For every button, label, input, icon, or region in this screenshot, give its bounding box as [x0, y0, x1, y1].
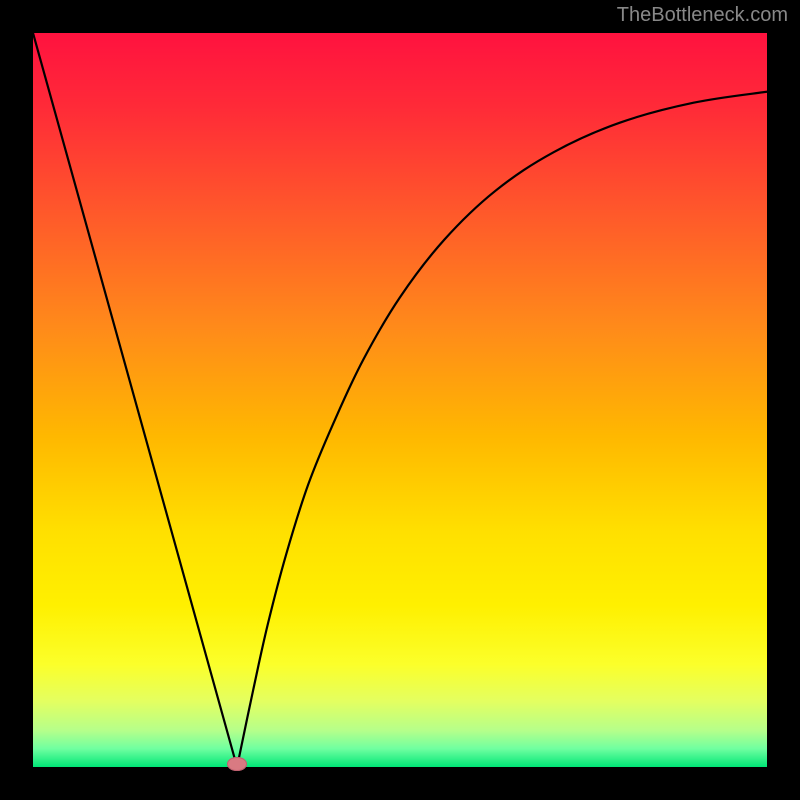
- plot-area: [33, 33, 767, 767]
- attribution-text: TheBottleneck.com: [617, 4, 788, 27]
- optimum-marker: [227, 757, 248, 772]
- gradient-background: [33, 33, 767, 767]
- chart-container: { "attribution": "TheBottleneck.com", "a…: [0, 0, 800, 800]
